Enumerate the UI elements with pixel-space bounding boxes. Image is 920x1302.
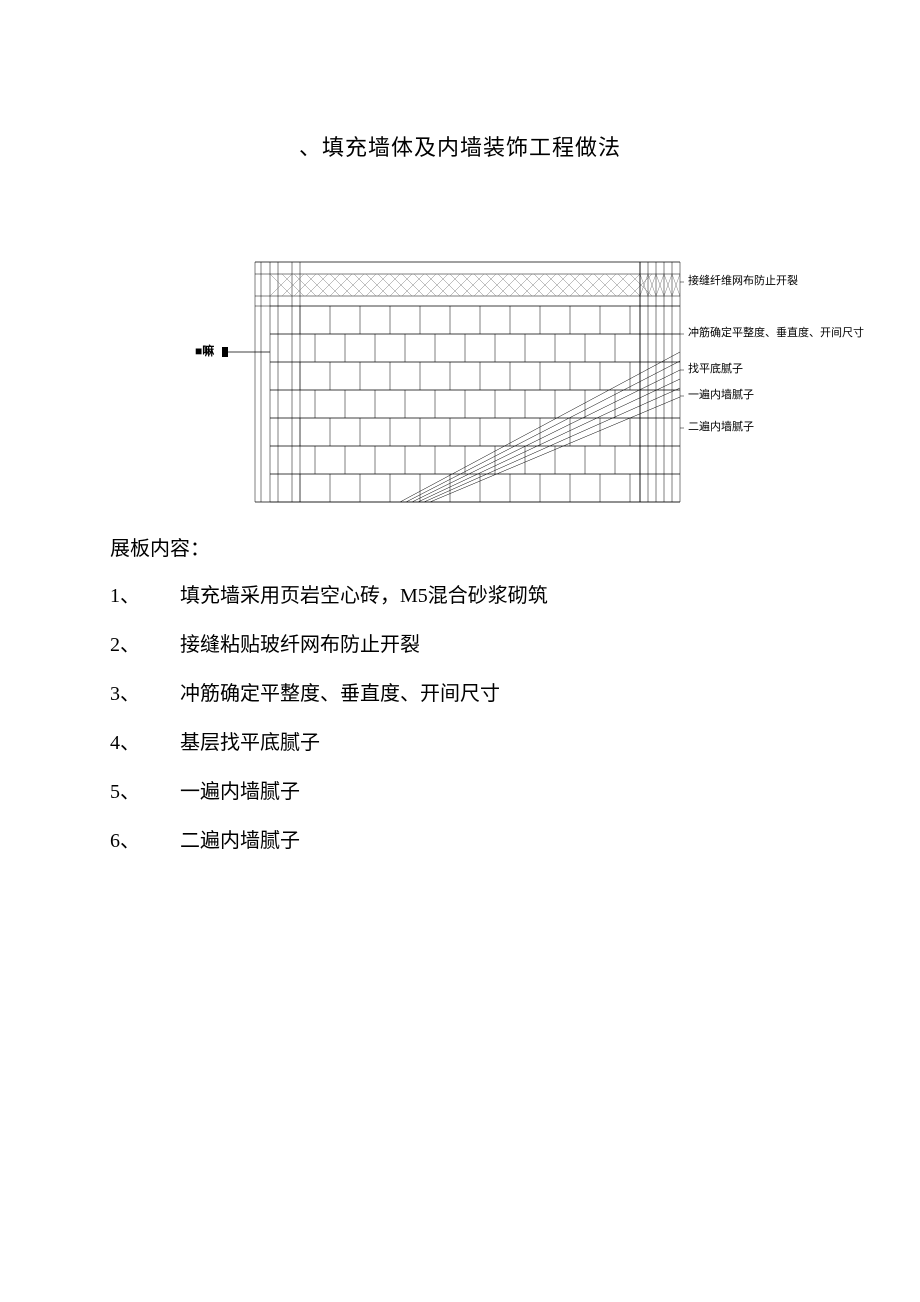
page-title: 、填充墙体及内墙装饰工程做法 — [110, 130, 810, 162]
diagram-callout-label: 找平底腻子 — [688, 360, 743, 376]
list-item-text: 填充墙采用页岩空心砖，M5混合砂浆砌筑 — [180, 579, 810, 608]
list-item: 4、基层找平底腻子 — [110, 726, 810, 755]
list-item-number: 2、 — [110, 628, 180, 657]
diagram-callout-label: 一遍内墙腻子 — [688, 386, 754, 402]
list-item-number: 4、 — [110, 726, 180, 755]
list-item-text: 一遍内墙腻子 — [180, 775, 810, 804]
list-item: 2、接缝粘贴玻纤网布防止开裂 — [110, 628, 810, 657]
list-item-number: 3、 — [110, 677, 180, 706]
content-list: 1、填充墙采用页岩空心砖，M5混合砂浆砌筑2、接缝粘贴玻纤网布防止开裂3、冲筋确… — [110, 579, 810, 853]
section-label: 展板内容： — [110, 532, 810, 561]
list-item-text: 冲筋确定平整度、垂直度、开间尺寸 — [180, 677, 810, 706]
list-item-number: 1、 — [110, 579, 180, 608]
diagram-callout-label: 接缝纤维网布防止开裂 — [688, 272, 798, 288]
diagram-callout-label: 冲筋确定平整度、垂直度、开间尺寸 — [688, 324, 864, 340]
list-item-number: 5、 — [110, 775, 180, 804]
list-item-text: 基层找平底腻子 — [180, 726, 810, 755]
list-item: 3、冲筋确定平整度、垂直度、开间尺寸 — [110, 677, 810, 706]
list-item: 5、一遍内墙腻子 — [110, 775, 810, 804]
list-item: 1、填充墙采用页岩空心砖，M5混合砂浆砌筑 — [110, 579, 810, 608]
wall-diagram: 接缝纤维网布防止开裂冲筋确定平整度、垂直度、开间尺寸找平底腻子一遍内墙腻子二遍内… — [140, 252, 780, 512]
list-item-number: 6、 — [110, 824, 180, 853]
diagram-callout-label: 二遍内墙腻子 — [688, 418, 754, 434]
diagram-left-label: ■嘛 — [195, 342, 214, 359]
list-item-text: 接缝粘贴玻纤网布防止开裂 — [180, 628, 810, 657]
list-item: 6、二遍内墙腻子 — [110, 824, 810, 853]
list-item-text: 二遍内墙腻子 — [180, 824, 810, 853]
diagram-svg — [140, 252, 780, 512]
